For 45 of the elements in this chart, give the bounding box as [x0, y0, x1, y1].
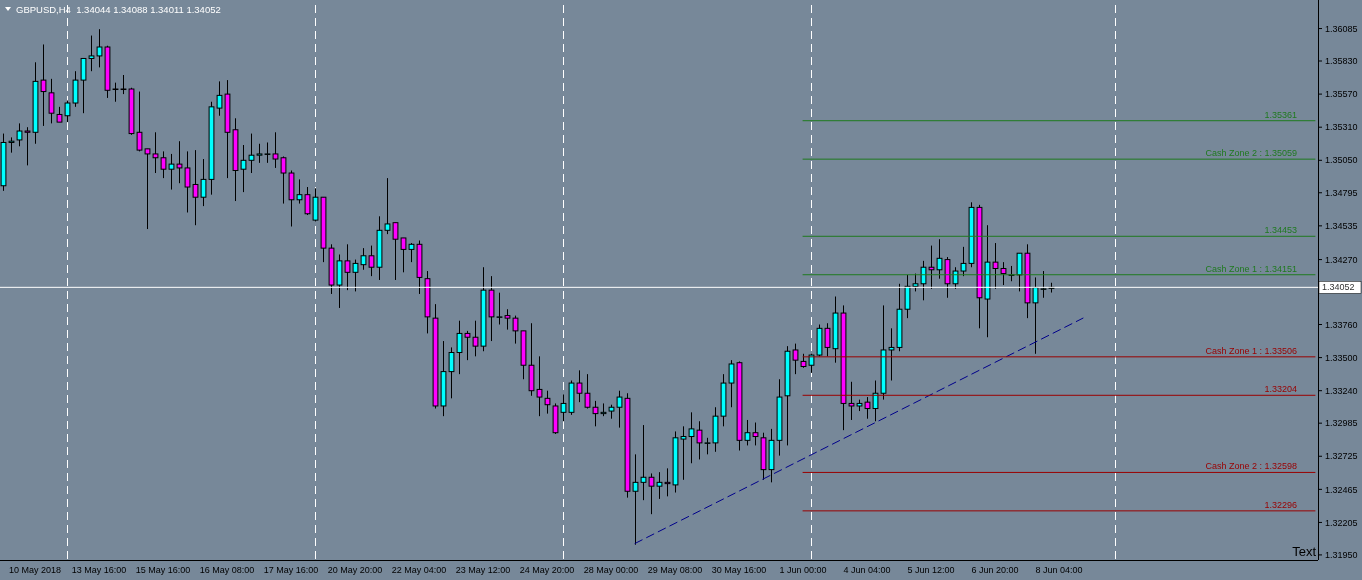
- series-label: 1.32296: [1264, 499, 1297, 510]
- y-tick-label: 1.32725: [1325, 451, 1358, 462]
- y-tick-label: 1.34795: [1325, 187, 1358, 198]
- y-tick-label: 1.35570: [1325, 89, 1358, 100]
- y-tick-label: 1.31950: [1325, 550, 1358, 561]
- y-tick-label: 1.35050: [1325, 155, 1358, 166]
- annotation: Text: [1292, 544, 1317, 559]
- x-tick-label: 22 May 04:00: [391, 565, 447, 575]
- y-tick-label: 1.32205: [1325, 517, 1358, 528]
- series-label: Cash Zone 1 : 1.34151: [1205, 263, 1297, 274]
- y-tick-label: 1.35830: [1325, 56, 1358, 67]
- x-tick-label: 15 May 16:00: [135, 565, 191, 575]
- series-label: Cash Zone 2 : 1.32598: [1205, 461, 1297, 472]
- series-label: 1.34453: [1264, 225, 1297, 236]
- x-tick-label: 20 May 20:00: [327, 565, 383, 575]
- series-label: Cash Zone 1 : 1.33506: [1205, 345, 1297, 356]
- y-tick-label: 1.32985: [1325, 418, 1358, 429]
- series-label: Cash Zone 2 : 1.35059: [1205, 148, 1297, 159]
- x-tick-label: 1 Jun 00:00: [779, 565, 827, 575]
- y-tick-label: 1.33240: [1325, 385, 1358, 396]
- x-tick-label: 10 May 2018: [8, 565, 62, 575]
- x-tick-label: 17 May 16:00: [263, 565, 319, 575]
- candlestick: [48, 78, 55, 124]
- y-tick-label: 1.32465: [1325, 484, 1358, 495]
- x-tick-label: 8 Jun 04:00: [1035, 565, 1083, 575]
- candlestick: [544, 390, 551, 415]
- y-tick-label: 1.34270: [1325, 254, 1358, 265]
- y-tick-label: 1.35310: [1325, 122, 1358, 133]
- y-tick-label: 1.33500: [1325, 352, 1358, 363]
- x-tick-label: 23 May 12:00: [455, 565, 511, 575]
- x-tick-label: 28 May 00:00: [583, 565, 639, 575]
- x-tick-label: 24 May 20:00: [519, 565, 575, 575]
- x-tick-label: 5 Jun 12:00: [907, 565, 955, 575]
- x-tick-label: 29 May 08:00: [647, 565, 703, 575]
- series-label: 1.33204: [1264, 384, 1297, 395]
- x-tick-label: 16 May 08:00: [199, 565, 255, 575]
- y-tick-label: 1.36085: [1325, 23, 1358, 34]
- x-tick-label: 13 May 16:00: [71, 565, 127, 575]
- y-tick-label: 1.34535: [1325, 221, 1358, 231]
- series-label: 1.35361: [1264, 109, 1297, 120]
- ref-line-label: 1.34052: [1322, 282, 1355, 293]
- x-tick-label: 30 May 16:00: [711, 565, 767, 575]
- x-tick-label: 4 Jun 04:00: [843, 565, 891, 575]
- x-tick-label: 6 Jun 20:00: [971, 565, 1019, 575]
- y-tick-label: 1.33760: [1325, 319, 1358, 330]
